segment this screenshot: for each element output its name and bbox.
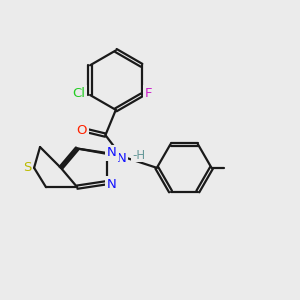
Text: N: N	[107, 146, 117, 160]
Text: F: F	[144, 87, 152, 100]
Text: S: S	[23, 161, 32, 174]
Text: N: N	[117, 152, 127, 164]
Text: -H: -H	[132, 148, 145, 162]
Text: O: O	[76, 124, 87, 137]
Text: Cl: Cl	[72, 87, 85, 100]
Text: N: N	[107, 178, 117, 191]
